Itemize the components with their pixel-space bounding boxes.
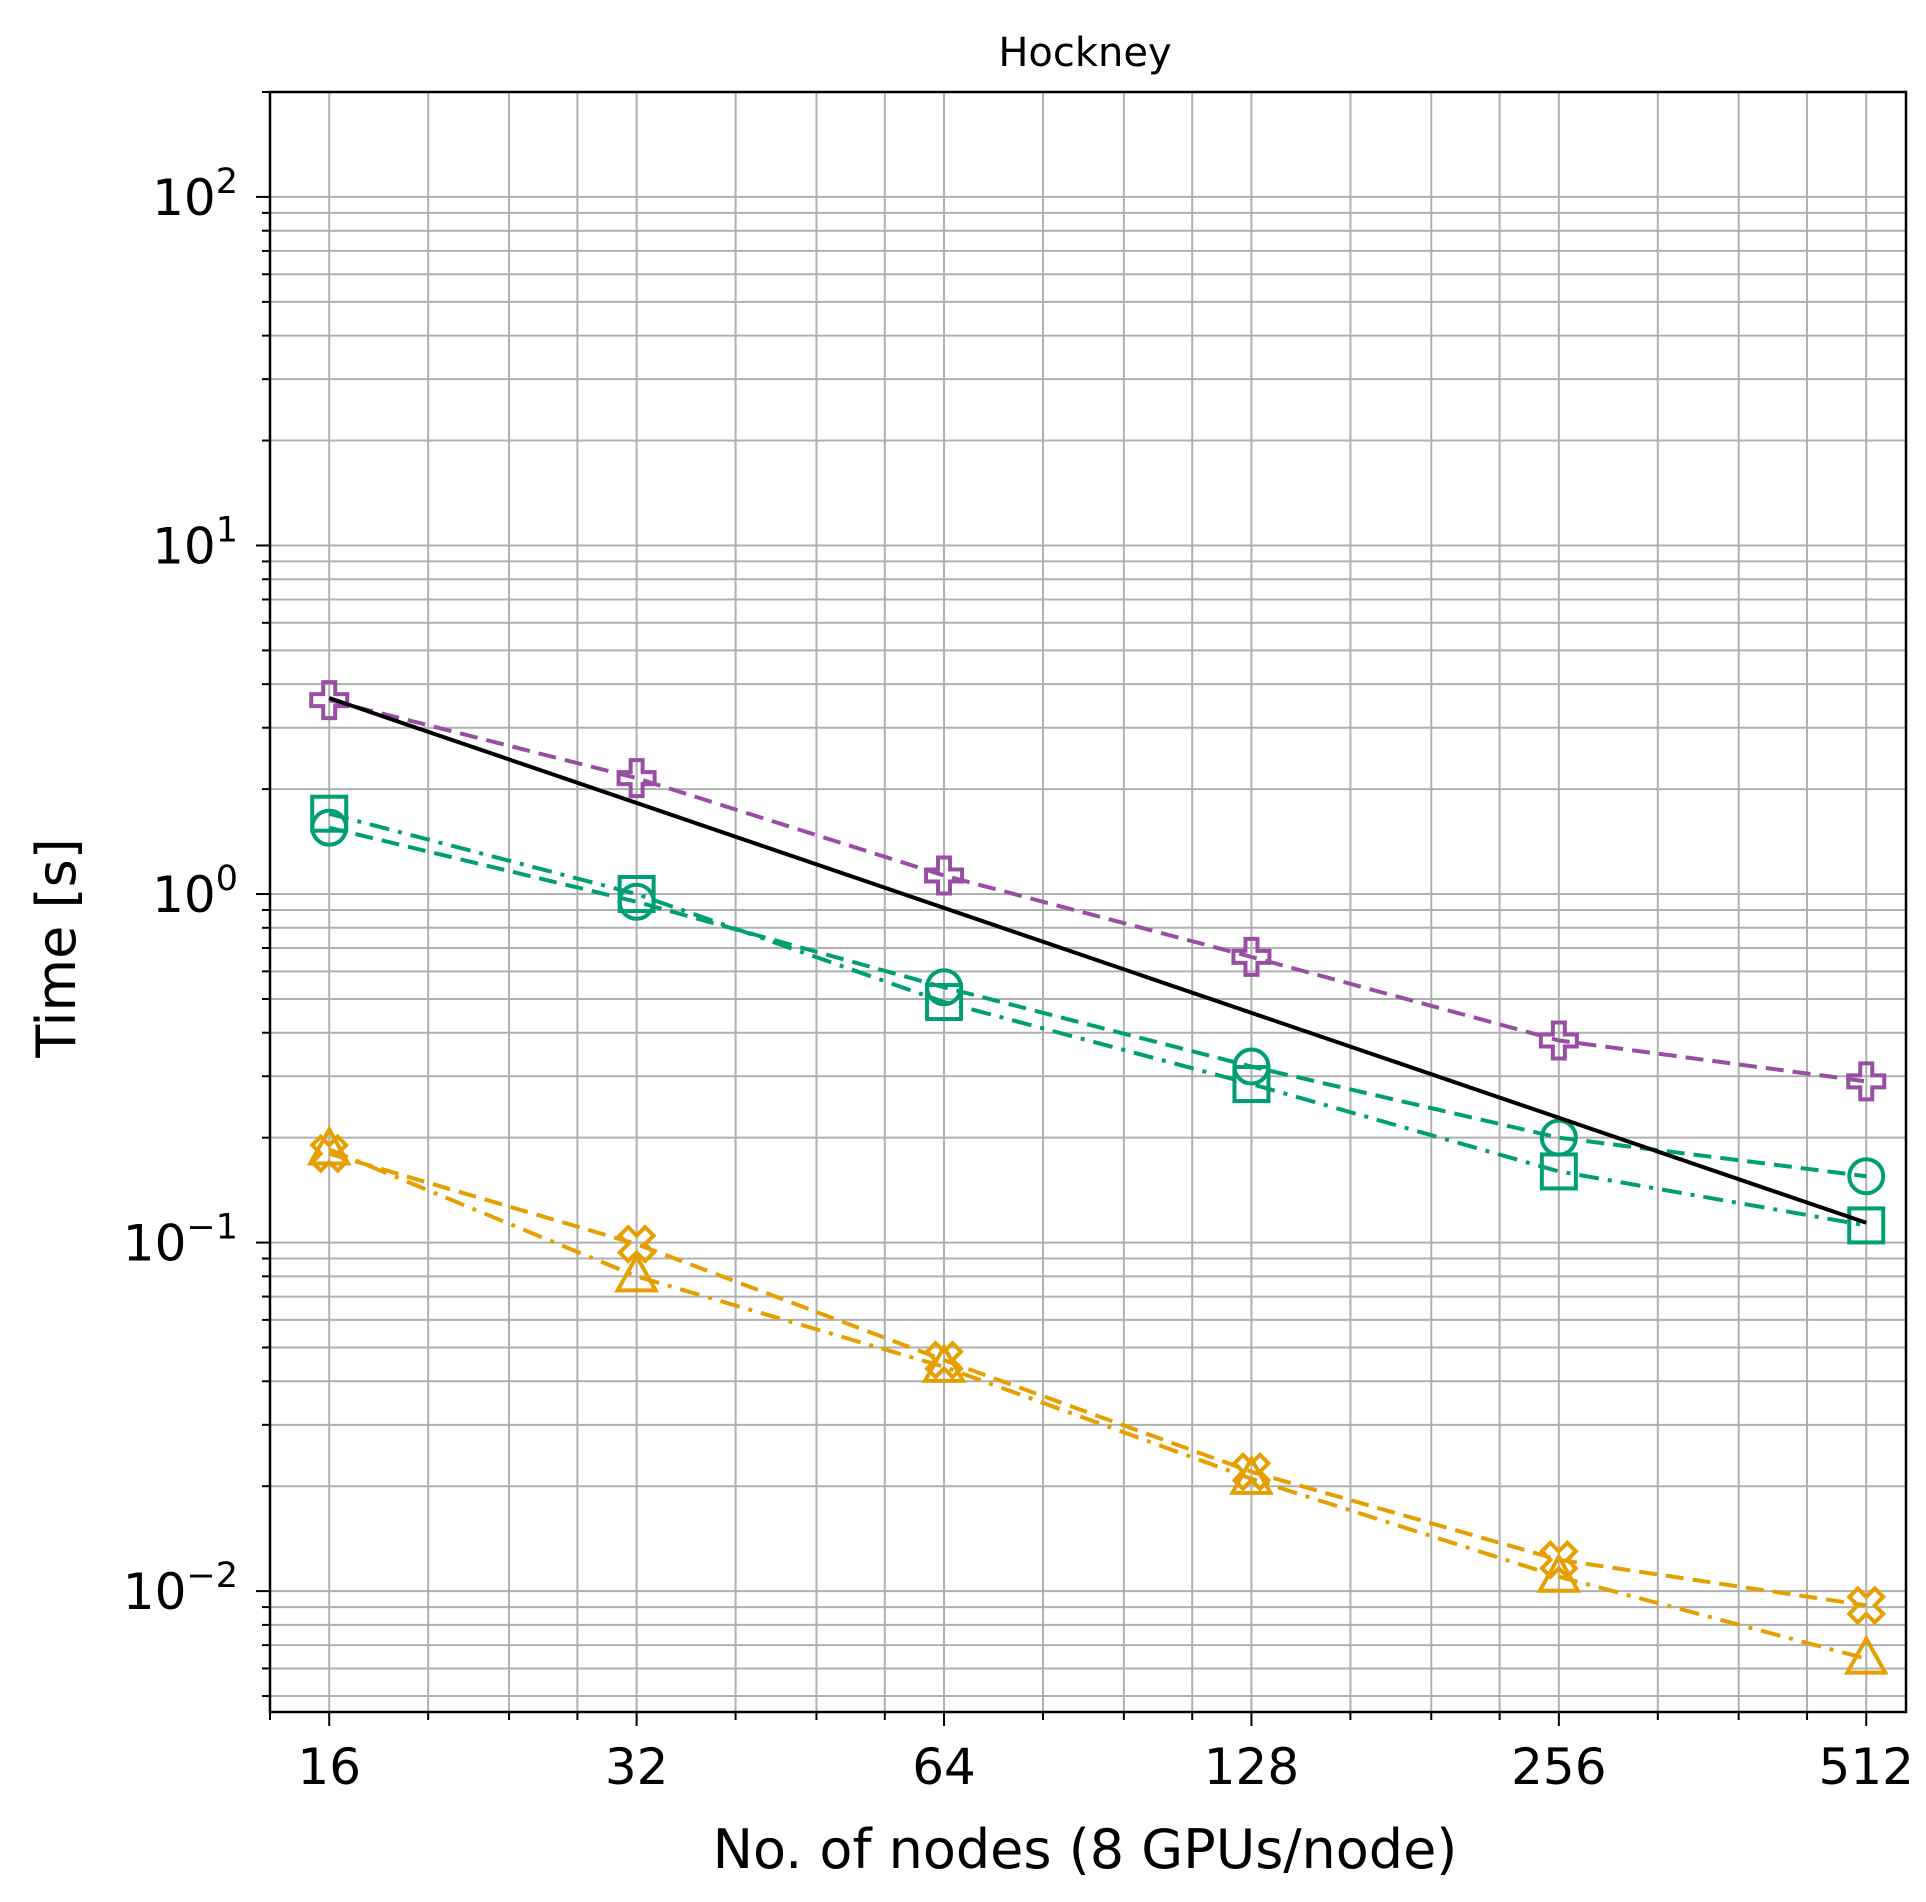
y-axis-label: Time [s] xyxy=(25,838,88,1059)
y-tick-label: 101 xyxy=(152,510,238,575)
x-tick-label: 256 xyxy=(1511,1738,1606,1796)
data-point xyxy=(614,1252,660,1293)
data-point xyxy=(1846,1061,1887,1102)
y-tick-label: 102 xyxy=(152,162,238,227)
series-layer xyxy=(306,680,1889,1675)
data-point xyxy=(1538,1020,1579,1061)
data-point xyxy=(1539,1539,1579,1580)
data-point xyxy=(1847,1206,1886,1245)
series-line xyxy=(328,825,1867,1179)
x-tick-label: 16 xyxy=(297,1738,361,1796)
data-point xyxy=(310,794,349,833)
data-point xyxy=(1231,936,1272,977)
data-point xyxy=(1843,1634,1889,1675)
x-axis-label: No. of nodes (8 GPUs/node) xyxy=(713,1818,1458,1881)
series-line xyxy=(328,698,1867,1084)
data-point xyxy=(617,875,656,914)
series-line xyxy=(328,696,1867,1225)
plot-frame xyxy=(268,90,1908,1714)
x-tick-label: 512 xyxy=(1819,1738,1914,1796)
data-point xyxy=(1847,1157,1886,1196)
data-point xyxy=(925,983,964,1022)
grid-layer xyxy=(269,91,1906,1712)
series-line xyxy=(328,811,1867,1228)
data-point xyxy=(1539,1152,1578,1191)
x-tick-label: 32 xyxy=(605,1738,669,1796)
data-point xyxy=(924,855,965,896)
x-tick-label: 128 xyxy=(1204,1738,1299,1796)
data-point xyxy=(616,1224,657,1264)
data-point xyxy=(1536,1552,1582,1593)
y-tick-label: 100 xyxy=(152,859,238,924)
y-tick-label: 10−1 xyxy=(123,1208,238,1273)
data-point xyxy=(309,680,350,721)
axis-layer: 16 32 64 128 256 512 10−2 10−1 100 101 102 xyxy=(123,90,1914,1796)
x-tick-label: 64 xyxy=(912,1738,976,1796)
data-point xyxy=(921,1342,967,1383)
data-point xyxy=(1232,1065,1271,1104)
series-line xyxy=(328,1151,1867,1608)
chart-title: Hockney xyxy=(998,30,1171,76)
data-point xyxy=(1229,1454,1274,1495)
data-point xyxy=(616,758,657,799)
y-tick-label: 10−2 xyxy=(123,1556,238,1621)
data-point xyxy=(1846,1585,1887,1626)
data-point xyxy=(306,1125,352,1166)
series-line xyxy=(328,1147,1867,1661)
